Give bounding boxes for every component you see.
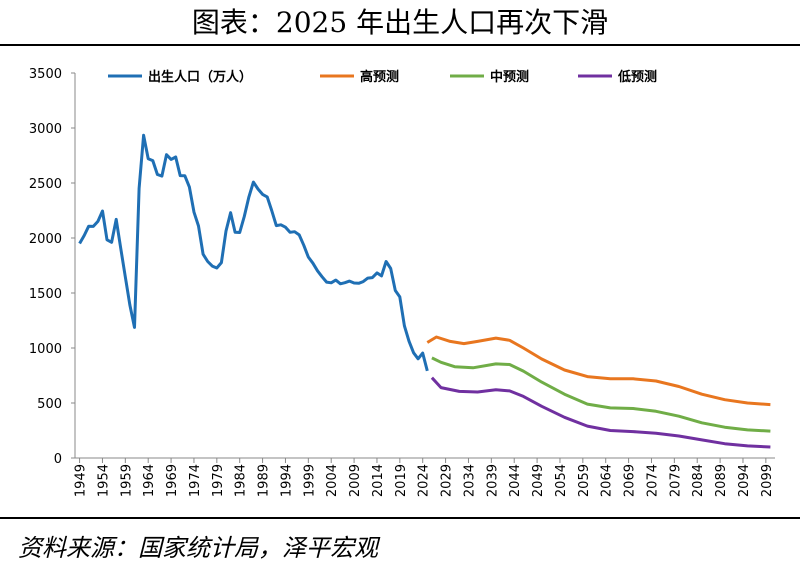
source: 资料来源：国家统计局，泽平宏观 <box>18 534 381 562</box>
chart-title: 图表：2025 年出生人口再次下滑 <box>192 6 608 39</box>
x-tick-label: 2029 <box>440 464 455 497</box>
x-tick-label: 2049 <box>531 464 546 497</box>
x-tick-label: 2084 <box>691 464 706 497</box>
legend-label: 高预测 <box>360 69 399 85</box>
x-tick-label: 2064 <box>600 464 615 497</box>
x-tick-label: 1969 <box>165 464 180 497</box>
y-tick-label: 2500 <box>29 177 62 192</box>
x-tick-label: 2039 <box>485 464 500 497</box>
legend-label: 出生人口（万人） <box>148 69 252 85</box>
x-tick-label: 1949 <box>74 464 89 497</box>
x-tick-label: 2094 <box>737 464 752 497</box>
x-tick-label: 2054 <box>554 464 569 497</box>
x-tick-label: 2014 <box>371 464 386 497</box>
x-tick-label: 2074 <box>645 464 660 497</box>
x-tick-label: 2099 <box>760 464 775 497</box>
x-tick-label: 2034 <box>462 464 477 497</box>
x-tick-label: 2009 <box>348 464 363 497</box>
x-tick-label: 2079 <box>668 464 683 497</box>
y-tick-label: 2000 <box>29 232 62 247</box>
x-tick-label: 1979 <box>211 464 226 497</box>
x-tick-label: 2004 <box>325 464 340 497</box>
x-tick-label: 1974 <box>188 464 203 497</box>
x-tick-label: 1994 <box>279 464 294 497</box>
x-tick-label: 1964 <box>142 464 157 497</box>
legend-label: 中预测 <box>490 69 529 85</box>
x-tick-label: 2044 <box>508 464 523 497</box>
x-tick-label: 2019 <box>394 464 409 497</box>
x-tick-label: 2059 <box>577 464 592 497</box>
series-line <box>431 356 771 433</box>
y-tick-label: 1500 <box>29 287 62 302</box>
x-tick-label: 2024 <box>417 464 432 497</box>
y-tick-label: 3000 <box>29 122 62 137</box>
x-tick-label: 1984 <box>234 464 249 497</box>
x-tick-label: 2089 <box>714 464 729 497</box>
x-tick-label: 1989 <box>257 464 272 497</box>
x-tick-label: 2069 <box>623 464 638 497</box>
y-tick-label: 1000 <box>29 342 62 357</box>
y-tick-label: 3500 <box>29 67 62 82</box>
series-line <box>426 335 771 407</box>
x-tick-label: 1999 <box>302 464 317 497</box>
y-tick-label: 500 <box>37 397 62 412</box>
x-tick-label: 1954 <box>96 464 111 497</box>
series-line <box>78 133 429 372</box>
y-tick-label: 0 <box>54 452 62 467</box>
series-line <box>430 376 771 449</box>
x-tick-label: 1959 <box>119 464 134 497</box>
legend-label: 低预测 <box>617 69 657 85</box>
